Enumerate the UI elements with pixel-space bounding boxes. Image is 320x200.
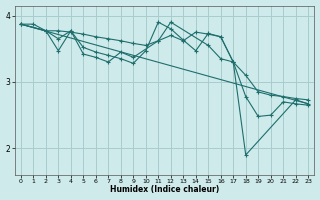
X-axis label: Humidex (Indice chaleur): Humidex (Indice chaleur) <box>110 185 219 194</box>
